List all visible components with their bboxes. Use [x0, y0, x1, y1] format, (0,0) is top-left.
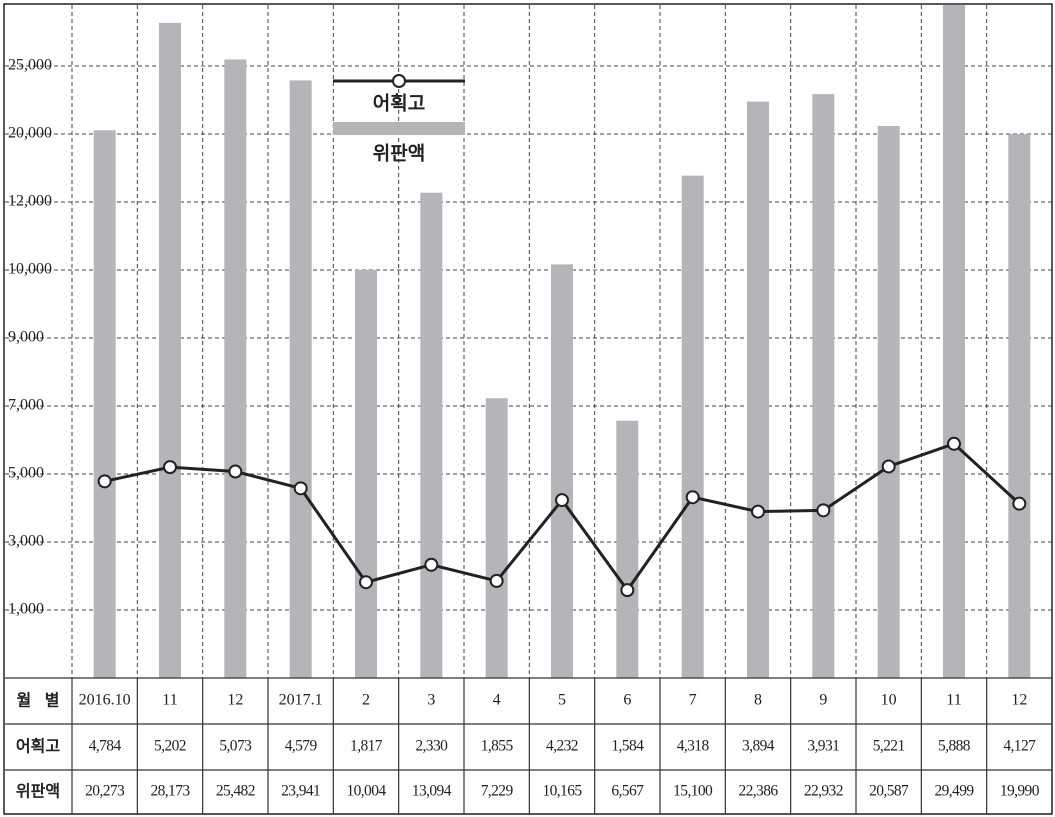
x-tick-label: 6 — [623, 692, 631, 709]
table-cell: 6,567 — [611, 783, 644, 800]
table-cell: 4,784 — [89, 738, 122, 755]
y-tick-label: 10,000 — [8, 261, 52, 278]
table-cell: 4,232 — [546, 738, 578, 755]
table-cell: 4,579 — [285, 738, 318, 755]
table-cell: 1,817 — [350, 738, 383, 755]
table-cell: 28,173 — [150, 783, 190, 800]
bar — [420, 192, 443, 679]
table-cell: 20,587 — [869, 783, 909, 800]
x-tick-label: 2016.10 — [79, 692, 131, 709]
bar — [747, 101, 769, 678]
legend-label: 어획고 — [373, 93, 425, 115]
x-tick-label: 7 — [689, 692, 697, 709]
marker — [620, 583, 635, 598]
marker — [555, 493, 569, 508]
table-cell: 3,894 — [742, 738, 775, 755]
bar — [812, 94, 835, 678]
marker — [424, 557, 439, 572]
table-cell: 7,229 — [481, 783, 514, 800]
x-tick-label: 4 — [493, 692, 501, 709]
y-tick-label: 9,000 — [8, 329, 44, 346]
marker — [293, 481, 308, 496]
table-cell: 13,094 — [412, 783, 452, 800]
x-tick-label: 5 — [558, 692, 566, 709]
table-cell: 2,330 — [415, 738, 448, 755]
y-tick-label: 20,000 — [8, 125, 52, 142]
bar — [485, 398, 508, 678]
bar — [224, 59, 247, 678]
table-cell: 19,990 — [1000, 783, 1040, 800]
x-tick-label: 12 — [1011, 692, 1027, 709]
x-tick-label: 11 — [946, 692, 961, 709]
table-cell: 4,127 — [1003, 738, 1036, 755]
table-cell: 1,855 — [481, 738, 514, 755]
table-cell: 15,100 — [673, 783, 713, 800]
table-cell: 10,165 — [542, 783, 582, 800]
table-row-label: 어획고 — [16, 737, 60, 756]
marker — [228, 464, 243, 479]
x-tick-label: 10 — [881, 692, 897, 709]
table-cell: 1,584 — [611, 738, 644, 755]
table-cell: 20,273 — [85, 783, 125, 800]
x-tick-label: 2 — [362, 692, 370, 709]
table-cell: 23,941 — [281, 783, 320, 800]
marker — [685, 490, 700, 505]
marker — [881, 459, 896, 474]
legend-marker — [392, 74, 406, 88]
x-tick-label: 12 — [227, 692, 243, 709]
bar — [681, 175, 704, 678]
table-cell: 5,221 — [873, 738, 905, 755]
marker — [947, 436, 961, 451]
y-tick-label: 7,000 — [8, 397, 44, 414]
bar — [877, 126, 900, 679]
bar — [943, 4, 965, 679]
marker — [359, 575, 373, 590]
table-cell: 5,073 — [219, 738, 252, 755]
marker — [163, 460, 177, 475]
table-row-label: 위판액 — [16, 782, 60, 801]
table-cell: 4,318 — [677, 738, 710, 755]
bar — [355, 269, 377, 678]
x-tick-label: 2017.1 — [279, 692, 323, 709]
marker — [816, 503, 831, 518]
table-cell: 10,004 — [346, 783, 386, 800]
y-tick-label: 1,000 — [8, 601, 44, 618]
bar — [289, 80, 312, 678]
bar — [616, 420, 639, 678]
x-tick-label: 11 — [162, 692, 177, 709]
x-tick-label: 3 — [427, 692, 435, 709]
table-cell: 5,888 — [938, 738, 971, 755]
table-cell: 3,931 — [807, 738, 839, 755]
y-tick-label: 3,000 — [8, 533, 44, 550]
table-cell: 25,482 — [216, 783, 255, 800]
bar — [93, 130, 116, 678]
x-tick-label: 8 — [754, 692, 762, 709]
x-tick-label: 9 — [819, 692, 827, 709]
marker — [751, 504, 765, 519]
table-cell: 22,386 — [738, 783, 778, 800]
table-cell: 22,932 — [804, 783, 843, 800]
marker — [489, 573, 504, 588]
legend: 어획고 위판액 — [333, 74, 465, 165]
y-tick-label: 25,000 — [8, 57, 52, 74]
y-tick-label: 5,000 — [8, 465, 44, 482]
bar — [551, 264, 573, 678]
legend-swatch — [333, 122, 465, 135]
table-cell: 5,202 — [154, 738, 186, 755]
table-cell: 29,499 — [934, 783, 974, 800]
legend-label: 위판액 — [373, 143, 425, 165]
table-header: 월 별 — [16, 691, 59, 710]
y-tick-label: 12,000 — [8, 193, 52, 210]
bar — [1008, 134, 1031, 678]
marker — [1012, 496, 1027, 511]
marker — [97, 474, 112, 489]
bar — [159, 22, 181, 678]
